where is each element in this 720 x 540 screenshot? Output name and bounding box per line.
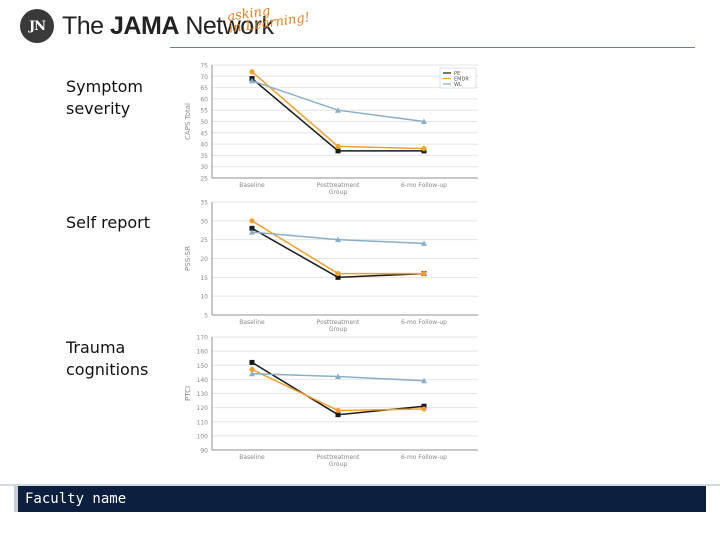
- y-tick-label: 90: [200, 448, 208, 455]
- y-tick-label: 20: [200, 256, 208, 263]
- footer-divider: [0, 484, 720, 486]
- y-tick-label: 160: [197, 349, 209, 356]
- series-line-emdr: [251, 220, 424, 275]
- data-point-pe: [249, 225, 255, 231]
- data-point-emdr: [335, 143, 341, 149]
- footer-accent: [14, 486, 18, 512]
- x-tick-label: Posttreatment: [317, 319, 360, 326]
- y-tick-label: 35: [200, 200, 208, 207]
- label-line: Symptom: [66, 77, 144, 96]
- y-axis-label: PTCI: [184, 386, 192, 401]
- brand-text-the: The: [62, 12, 111, 40]
- y-tick-label: 35: [200, 153, 208, 160]
- brand-logo[interactable]: The JAMA Network: [62, 12, 274, 41]
- y-axis-label: PSS-SR: [184, 246, 192, 271]
- y-tick-label: 10: [200, 294, 208, 301]
- data-point-wl: [421, 118, 427, 124]
- chart-svg: 25 30 35 40 45 50 55 60 65 70 75 Baseline Posttreatm…: [184, 63, 478, 196]
- data-point-wl: [421, 377, 427, 384]
- chart-svg: 5 10 15 20 25 30 35 Baseline Posttreatment 6-mo F…: [184, 200, 478, 333]
- y-tick-label: 40: [200, 142, 208, 149]
- data-point-emdr: [249, 366, 255, 373]
- x-tick-label: 6-mo Follow-up: [401, 182, 447, 189]
- label-line: Trauma: [66, 338, 126, 357]
- y-tick-label: 30: [200, 164, 208, 171]
- faculty-name: Faculty name: [25, 491, 127, 507]
- legend-label: WL: [454, 82, 462, 88]
- jn-logo-icon[interactable]: JN: [20, 9, 54, 43]
- label-symptom-severity: Symptom severity: [66, 76, 143, 120]
- chart-ptci: 90 100 110 120 130 140 150 160 170 Baseline Posttr…: [180, 332, 480, 470]
- brand-text-network: Network: [178, 12, 274, 40]
- header-divider: [170, 47, 695, 48]
- data-point-pe: [335, 274, 341, 280]
- legend-label: EMDR: [454, 77, 469, 83]
- y-tick-label: 75: [200, 63, 208, 70]
- x-axis-label: Group: [329, 326, 347, 333]
- data-point-wl: [335, 107, 341, 113]
- footer-bar: [14, 486, 706, 512]
- y-axis-label: CAPS Total: [184, 103, 192, 140]
- chart-caps: 25 30 35 40 45 50 55 60 65 70 75 Baseline Posttreatm…: [180, 60, 480, 198]
- x-axis-label: Group: [329, 461, 347, 468]
- y-tick-label: 70: [200, 74, 208, 81]
- data-point-emdr: [421, 146, 427, 152]
- data-point-wl: [335, 236, 341, 243]
- data-point-wl: [249, 229, 255, 235]
- data-point-emdr: [335, 407, 341, 414]
- series-line-pe: [251, 227, 425, 279]
- data-point-wl: [335, 373, 341, 380]
- y-tick-label: 55: [200, 108, 208, 115]
- x-tick-label: Baseline: [239, 454, 265, 461]
- brand-text-jama: JAMA: [110, 12, 179, 40]
- x-tick-label: Posttreatment: [317, 454, 360, 461]
- y-tick-label: 45: [200, 130, 208, 137]
- y-tick-label: 60: [200, 96, 208, 103]
- y-tick-label: 15: [200, 275, 208, 282]
- data-point-pe: [249, 359, 255, 365]
- data-point-wl: [421, 240, 427, 246]
- x-tick-label: Baseline: [239, 319, 265, 326]
- data-point-pe: [421, 403, 427, 409]
- data-point-emdr: [249, 218, 255, 224]
- y-tick-label: 25: [200, 237, 208, 244]
- data-point-wl: [249, 370, 255, 377]
- chart-svg: 90 100 110 120 130 140 150 160 170 Baseline Posttr…: [184, 335, 478, 468]
- label-self-report: Self report: [66, 212, 150, 234]
- header: JN The JAMA Network asking in Learning!: [0, 0, 720, 52]
- y-tick-label: 130: [197, 391, 209, 398]
- label-line: severity: [66, 99, 131, 118]
- data-point-pe: [335, 148, 341, 154]
- data-point-emdr: [421, 270, 427, 277]
- x-tick-label: 6-mo Follow-up: [401, 319, 447, 326]
- data-point-emdr: [421, 406, 427, 412]
- tagline: asking in Learning!: [226, 0, 310, 37]
- label-line: cognitions: [66, 360, 149, 379]
- y-tick-label: 100: [197, 433, 209, 440]
- x-tick-label: Baseline: [239, 182, 265, 189]
- y-tick-label: 140: [197, 377, 209, 384]
- y-tick-label: 50: [200, 119, 208, 126]
- y-tick-label: 170: [197, 335, 209, 342]
- y-tick-label: 110: [197, 419, 209, 426]
- y-tick-label: 150: [197, 363, 209, 370]
- y-tick-label: 120: [197, 405, 209, 412]
- label-line: Self report: [66, 213, 151, 232]
- data-point-emdr: [249, 69, 255, 75]
- data-point-wl: [249, 77, 255, 84]
- y-tick-label: 65: [200, 85, 208, 92]
- y-tick-label: 5: [204, 313, 208, 320]
- y-tick-label: 25: [200, 176, 208, 183]
- label-trauma-cognitions: Trauma cognitions: [66, 337, 148, 381]
- legend-label: PE: [454, 71, 460, 77]
- x-tick-label: 6-mo Follow-up: [401, 454, 447, 461]
- y-tick-label: 30: [200, 218, 208, 225]
- data-point-pe: [335, 412, 341, 418]
- chart-pss-sr: 5 10 15 20 25 30 35 Baseline Posttreatment 6-mo F…: [180, 197, 480, 335]
- data-point-emdr: [335, 270, 341, 277]
- x-axis-label: Group: [329, 189, 347, 196]
- series-line-pe: [251, 361, 425, 416]
- x-tick-label: Posttreatment: [317, 182, 360, 189]
